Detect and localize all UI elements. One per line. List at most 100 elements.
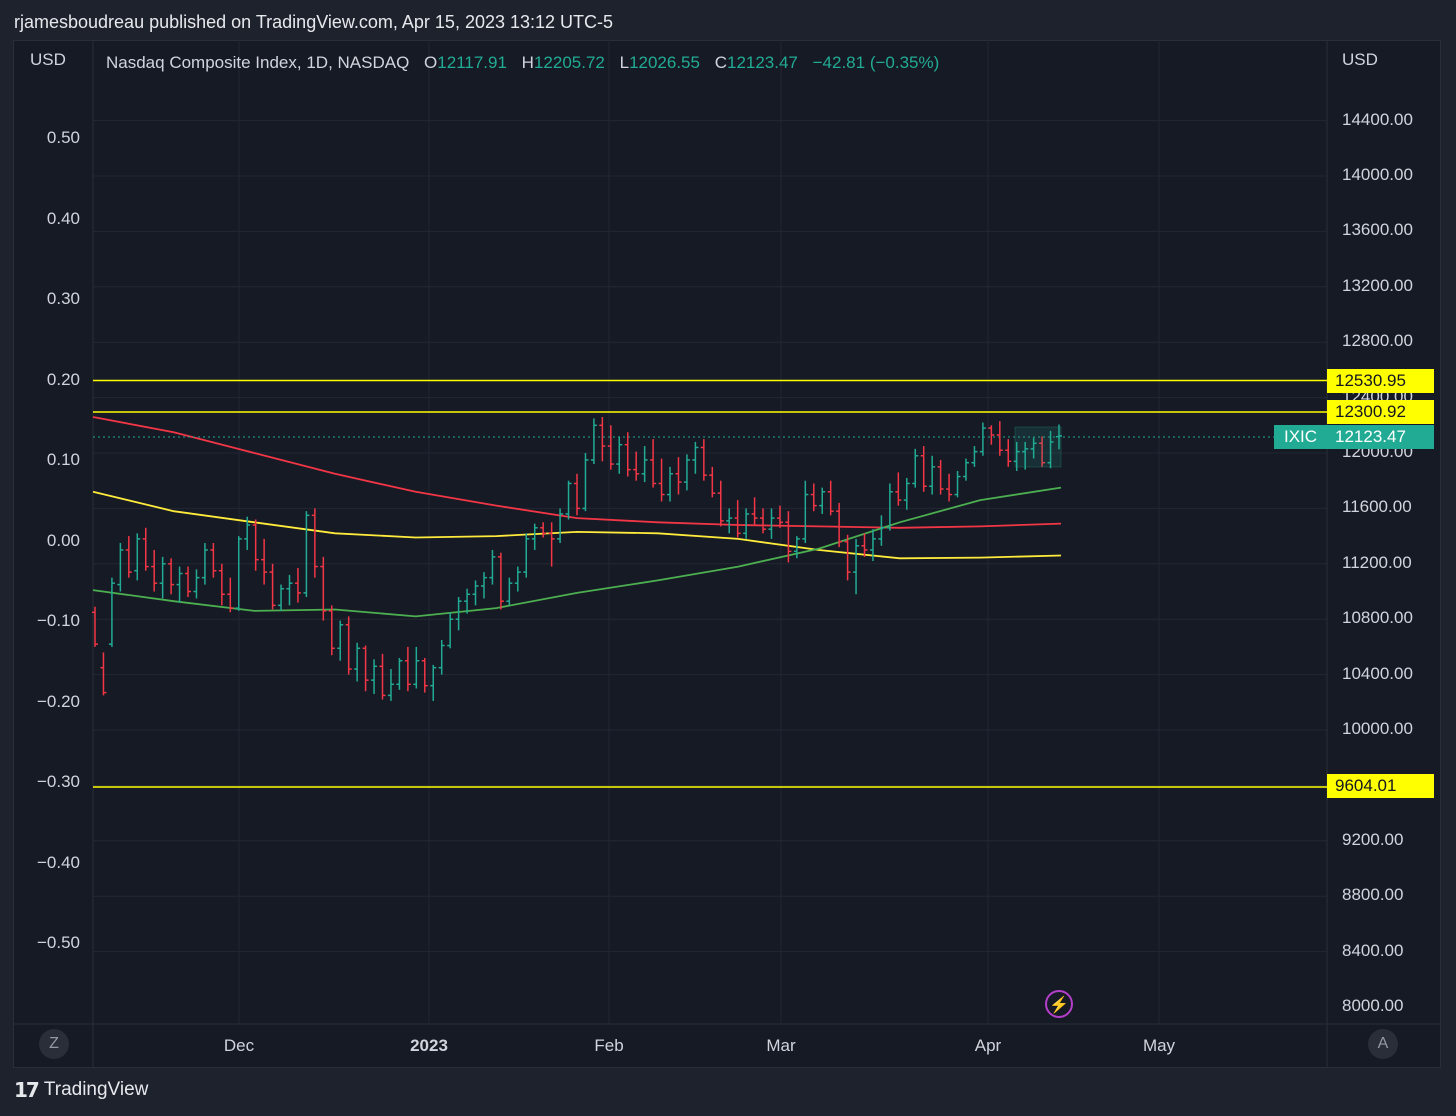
tv-logo-icon: 17 — [14, 1078, 40, 1102]
symbol-tag: IXIC — [1274, 425, 1328, 449]
ohlc-bar — [531, 523, 538, 550]
ohlc-bar — [920, 446, 927, 492]
time-tick: Mar — [766, 1036, 796, 1055]
ohlc-bar — [971, 446, 978, 467]
price-tick: 9200.00 — [1342, 829, 1404, 849]
moving-average-line-1 — [92, 490, 1062, 560]
ohlc-bar — [793, 536, 800, 559]
ohlc-bar — [1047, 430, 1054, 469]
moving-average-line-2 — [92, 486, 1062, 618]
price-tick: 8000.00 — [1342, 996, 1404, 1015]
ohlc-bar — [421, 657, 428, 693]
ohlc-bar — [878, 515, 885, 546]
left-tick: 0.20 — [46, 369, 80, 389]
left-tick: −0.50 — [36, 933, 80, 952]
ohlc-bar — [988, 425, 995, 445]
price-tick: 10400.00 — [1342, 663, 1413, 683]
ohlc-bar — [802, 480, 809, 544]
ohlc-bar — [92, 606, 98, 647]
ohlc-bar — [692, 441, 699, 474]
time-tick: May — [1142, 1036, 1176, 1055]
ohlc-bar — [261, 538, 268, 585]
ohlc-bar — [142, 527, 149, 571]
ohlc-bar — [320, 556, 327, 621]
ohlc-bar — [210, 543, 217, 578]
ohlc-bar — [1013, 441, 1020, 472]
ohlc-bar — [413, 646, 420, 689]
horizontal-levels — [93, 379, 1327, 788]
ohlc-bar — [641, 446, 648, 483]
ohlc-bar — [1005, 439, 1012, 467]
low-value: 12026.55 — [629, 53, 700, 72]
highlight-box — [1014, 426, 1062, 468]
auto-scale-left-button[interactable]: Z — [39, 1029, 69, 1059]
symbol-name: Nasdaq Composite Index, 1D, NASDAQ — [106, 53, 410, 72]
ohlc-bar — [565, 480, 572, 520]
ohlc-bar — [489, 549, 496, 585]
ohlc-bar — [269, 563, 276, 610]
price-tick: 14400.00 — [1342, 109, 1413, 129]
ohlc-bar — [480, 572, 487, 599]
open-label: O — [424, 53, 438, 72]
ohlc-bar — [717, 480, 724, 527]
ohlc-bar — [193, 569, 200, 599]
ohlc-bar — [472, 580, 479, 606]
ohlc-bar — [235, 536, 242, 611]
left-axis-unit: USD — [30, 50, 66, 69]
ohlc-bar — [176, 566, 183, 603]
ohlc-bar — [633, 451, 640, 481]
ohlc-bar — [362, 645, 369, 692]
ohlc-bar — [244, 516, 251, 550]
ohlc-bar — [159, 556, 166, 599]
price-tick: 12800.00 — [1342, 331, 1413, 351]
ohlc-bar — [726, 508, 733, 534]
left-tick: 0.10 — [46, 450, 80, 469]
price-tick: 10800.00 — [1342, 608, 1413, 628]
price-tick: 13200.00 — [1342, 275, 1413, 295]
auto-scale-button[interactable]: A — [1368, 1029, 1398, 1059]
ohlc-bar — [303, 511, 310, 598]
symbol-legend[interactable]: Nasdaq Composite Index, 1D, NASDAQ O1211… — [106, 53, 939, 73]
ohlc-bar — [760, 508, 767, 534]
ohlc-bar — [861, 533, 868, 557]
ohlc-bar — [100, 652, 107, 696]
ohlc-bar — [387, 669, 394, 701]
ohlc-bar — [869, 529, 876, 562]
ohlc-bar — [903, 477, 910, 510]
price-tick: 14000.00 — [1342, 165, 1413, 184]
ohlc-bar — [996, 421, 1003, 456]
level-label-upper[interactable]: 12530.95 — [1327, 369, 1434, 393]
ohlc-bar — [1022, 441, 1029, 470]
ohlc-bar — [464, 588, 471, 614]
ohlc-bar — [430, 664, 437, 701]
brand-name: TradingView — [43, 1079, 149, 1100]
ohlc-bar — [675, 457, 682, 495]
ohlc-bar — [607, 425, 614, 470]
ohlc-bar — [979, 422, 986, 456]
left-tick: 0.50 — [46, 128, 80, 147]
ohlc-bar — [929, 455, 936, 495]
ohlc-bar — [895, 472, 902, 506]
ohlc-bar — [616, 436, 623, 474]
ohlc-bar — [700, 439, 707, 481]
tradingview-logo[interactable]: 17 TradingView — [14, 1078, 148, 1102]
ohlc-bar — [844, 534, 851, 581]
ohlc-bar — [497, 552, 504, 610]
ohlc-bar — [599, 416, 606, 462]
ohlc-bar — [404, 646, 411, 692]
ohlc-bar — [227, 577, 234, 613]
ohlc-bar — [827, 480, 834, 516]
ohlc-bar — [201, 543, 208, 585]
ohlc-bar — [886, 483, 893, 531]
publisher-line: rjamesboudreau published on TradingView.… — [14, 12, 614, 32]
lightning-icon[interactable]: ⚡ — [1045, 990, 1073, 1018]
level-label-lower[interactable]: 9604.01 — [1327, 774, 1434, 798]
ohlc-bar — [683, 454, 690, 491]
ohlc-bar — [540, 522, 547, 538]
ohlc-bar — [548, 522, 555, 567]
level-label-middle[interactable]: 12300.92 — [1327, 400, 1434, 424]
close-value: 12123.47 — [726, 53, 798, 72]
ohlc-bars — [92, 416, 1062, 701]
ohlc-bar — [709, 466, 716, 498]
